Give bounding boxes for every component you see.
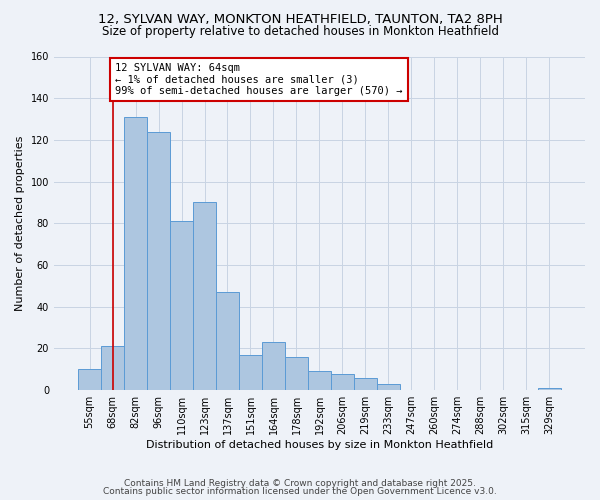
Bar [377,384,400,390]
Bar [216,292,239,390]
Bar [239,355,262,390]
Bar [78,370,101,390]
Bar [308,372,331,390]
Text: Contains public sector information licensed under the Open Government Licence v3: Contains public sector information licen… [103,487,497,496]
Bar [193,202,216,390]
Bar [538,388,561,390]
Bar [101,346,124,390]
Text: Contains HM Land Registry data © Crown copyright and database right 2025.: Contains HM Land Registry data © Crown c… [124,478,476,488]
Bar [170,222,193,390]
Bar [262,342,285,390]
Bar [147,132,170,390]
Text: 12 SYLVAN WAY: 64sqm
← 1% of detached houses are smaller (3)
99% of semi-detache: 12 SYLVAN WAY: 64sqm ← 1% of detached ho… [115,63,403,96]
Bar [285,357,308,390]
Text: 12, SYLVAN WAY, MONKTON HEATHFIELD, TAUNTON, TA2 8PH: 12, SYLVAN WAY, MONKTON HEATHFIELD, TAUN… [98,12,502,26]
Text: Size of property relative to detached houses in Monkton Heathfield: Size of property relative to detached ho… [101,25,499,38]
Bar [124,117,147,390]
Bar [354,378,377,390]
Y-axis label: Number of detached properties: Number of detached properties [15,136,25,311]
Bar [331,374,354,390]
X-axis label: Distribution of detached houses by size in Monkton Heathfield: Distribution of detached houses by size … [146,440,493,450]
